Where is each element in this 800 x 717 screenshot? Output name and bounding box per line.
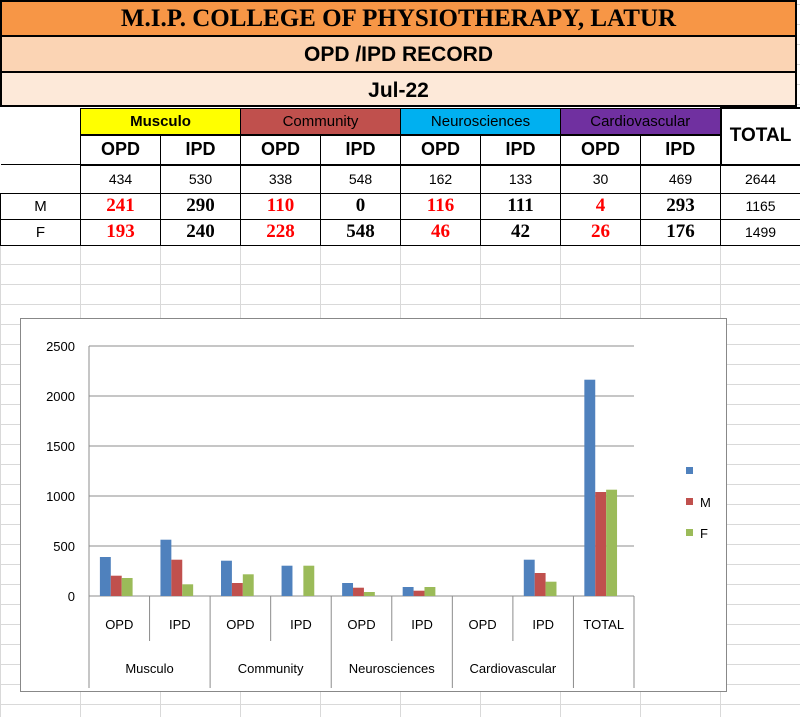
total-cell: 434: [80, 164, 161, 194]
bar-f: [303, 565, 315, 596]
bar-f: [424, 587, 436, 596]
column-header-opd: OPD: [240, 133, 321, 166]
x-category-label: IPD: [290, 617, 312, 632]
bar-f: [363, 592, 375, 596]
column-header-ipd: IPD: [319, 133, 402, 166]
x-group-label: Community: [238, 661, 304, 676]
value-cell: 110: [240, 192, 321, 220]
group-musculo: Musculo: [80, 107, 241, 135]
value-cell: 240: [160, 218, 241, 246]
row-total: 1165: [720, 192, 800, 220]
value-cell: 111: [480, 192, 562, 220]
value-cell: 290: [160, 192, 241, 220]
x-category-label: IPD: [532, 617, 554, 632]
value-cell: 46: [400, 218, 482, 246]
row-label: F: [0, 218, 81, 246]
value-cell: 4: [560, 192, 642, 220]
y-tick-label: 500: [53, 539, 75, 554]
total-cell: 133: [480, 164, 562, 194]
total-cell: 530: [160, 164, 241, 194]
group-community: Community: [239, 107, 402, 135]
value-cell: 193: [80, 218, 161, 246]
college-title: M.I.P. COLLEGE OF PHYSIOTHERAPY, LATUR: [0, 0, 797, 35]
total-cell: 469: [640, 164, 722, 194]
bar-f: [121, 578, 133, 596]
x-group-label: Cardiovascular: [470, 661, 557, 676]
total-cell: 548: [319, 164, 402, 194]
bar-series1: [281, 565, 293, 596]
bar-series1: [402, 587, 414, 596]
value-cell: 42: [480, 218, 562, 246]
column-header-ipd: IPD: [480, 133, 562, 166]
column-header-ipd: IPD: [640, 133, 722, 166]
bar-m: [110, 575, 122, 596]
chart-svg: 0 500 1000 1500 2000 2500 OPD IPD OPD IPD OPD IPD OP…: [46, 339, 711, 688]
legend-swatch: [686, 498, 693, 505]
x-category-label: OPD: [226, 617, 254, 632]
value-cell: 0: [319, 192, 402, 220]
bar-f: [545, 581, 557, 596]
bar-f: [606, 489, 618, 596]
x-category-label: OPD: [105, 617, 133, 632]
bar-m: [231, 583, 243, 596]
y-tick-label: 1000: [46, 489, 75, 504]
x-category-label: TOTAL: [583, 617, 624, 632]
row-total: 1499: [720, 218, 800, 246]
value-cell: 228: [240, 218, 321, 246]
total-cell: 162: [400, 164, 482, 194]
total-header: TOTAL: [719, 107, 800, 166]
y-tick-label: 1500: [46, 439, 75, 454]
value-cell: 293: [640, 192, 722, 220]
bar-m: [534, 573, 546, 596]
column-header-opd: OPD: [400, 133, 482, 166]
y-tick-label: 2500: [46, 339, 75, 354]
bar-f: [182, 584, 194, 596]
bar-m: [171, 559, 183, 596]
x-category-label: OPD: [347, 617, 375, 632]
total-cell: 2644: [720, 164, 800, 194]
x-category-label: IPD: [169, 617, 191, 632]
column-header-opd: OPD: [560, 133, 642, 166]
legend-swatch: [686, 529, 693, 536]
bar-series1: [221, 560, 232, 596]
opd-ipd-table: Musculo Community Neurosciences Cardiova…: [0, 107, 800, 246]
y-tick-label: 2000: [46, 389, 75, 404]
value-cell: 26: [560, 218, 642, 246]
total-cell: 338: [240, 164, 321, 194]
x-group-label: Musculo: [125, 661, 173, 676]
value-cell: 241: [80, 192, 161, 220]
total-cell: 30: [560, 164, 642, 194]
row-label: M: [0, 192, 81, 220]
group-cardiovascular: Cardiovascular: [560, 107, 722, 135]
y-tick-label: 0: [68, 589, 75, 604]
bar-series1: [342, 583, 354, 596]
value-cell: 116: [400, 192, 482, 220]
x-category-label: IPD: [411, 617, 433, 632]
record-title: OPD /IPD RECORD: [0, 35, 797, 71]
opd-ipd-chart: 0 500 1000 1500 2000 2500 OPD IPD OPD IPD OPD IPD OP…: [20, 318, 727, 692]
bar-m: [413, 590, 425, 596]
month-label: Jul-22: [0, 71, 797, 107]
group-neurosciences: Neurosciences: [400, 107, 562, 135]
bar-series1: [160, 539, 172, 596]
x-category-label: OPD: [469, 617, 497, 632]
legend-label: M: [700, 495, 711, 510]
bar-m: [353, 587, 364, 596]
value-cell: 548: [319, 218, 402, 246]
column-header-ipd: IPD: [160, 133, 241, 166]
legend-label: F: [700, 526, 708, 541]
bar-series1: [99, 557, 111, 596]
x-group-label: Neurosciences: [349, 661, 435, 676]
value-cell: 176: [640, 218, 722, 246]
legend-swatch: [686, 467, 693, 474]
bar-series1: [523, 559, 535, 596]
column-header-opd: OPD: [80, 133, 161, 166]
blank-cell: [0, 108, 81, 165]
bar-f: [242, 574, 254, 596]
bar-m: [595, 492, 607, 596]
bar-series1: [584, 379, 596, 596]
